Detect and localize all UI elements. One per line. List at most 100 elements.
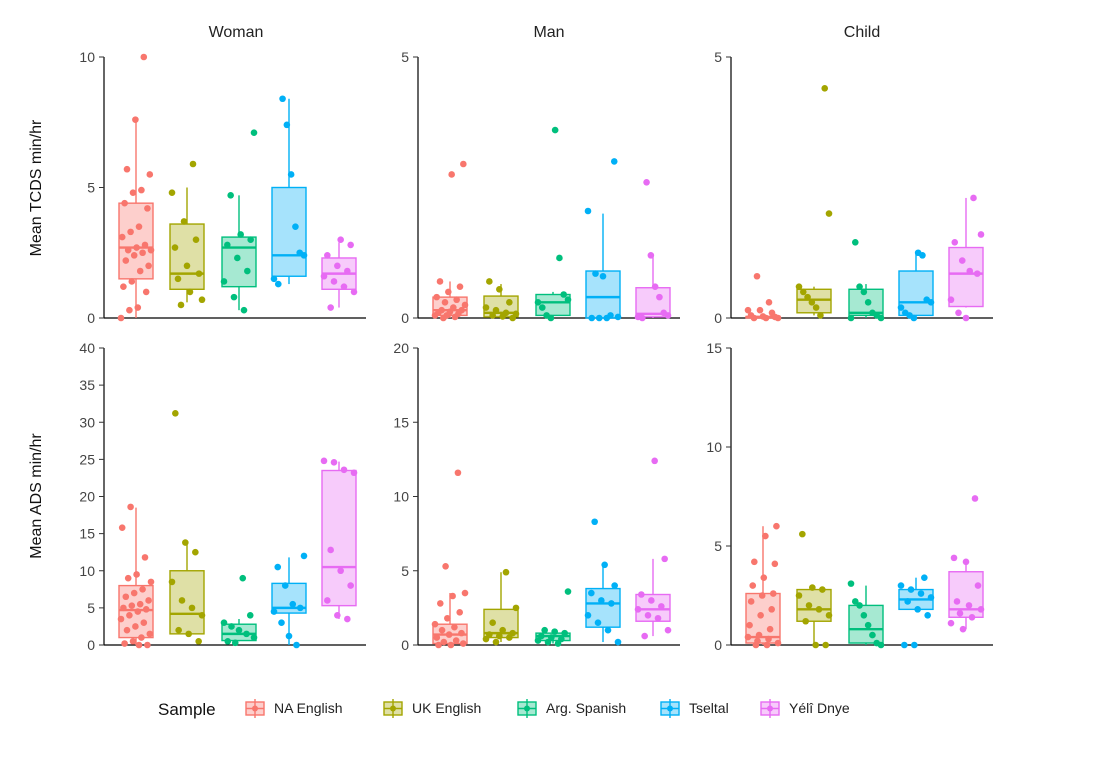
- y-tick-label: 10: [706, 439, 722, 455]
- data-point: [146, 171, 154, 178]
- data-point: [442, 562, 449, 570]
- legend-item-uk-english[interactable]: UK English: [383, 699, 481, 718]
- data-point: [237, 231, 244, 238]
- data-point: [768, 309, 776, 317]
- data-point: [130, 589, 138, 597]
- legend-key-point: [524, 705, 530, 712]
- legend-key-point: [252, 705, 258, 712]
- y-tick-label: 0: [87, 637, 95, 653]
- data-point: [907, 586, 915, 593]
- data-point: [320, 457, 328, 465]
- data-point: [168, 578, 176, 586]
- data-point: [651, 457, 658, 465]
- data-point: [947, 296, 955, 304]
- data-point: [512, 310, 520, 318]
- data-point: [243, 630, 250, 638]
- legend-item-na-english[interactable]: NA English: [245, 699, 342, 718]
- data-point: [174, 275, 182, 283]
- data-point: [921, 574, 928, 581]
- data-point: [860, 288, 868, 296]
- data-point: [175, 626, 182, 634]
- legend-key-tseltal: [660, 699, 680, 718]
- data-point: [769, 590, 777, 597]
- box-arg-spanish: [847, 580, 885, 649]
- data-point: [815, 606, 823, 613]
- data-point: [560, 291, 568, 298]
- y-tick-label: 5: [87, 180, 95, 196]
- data-point: [538, 632, 545, 640]
- y-tick-label: 5: [401, 563, 409, 579]
- y-tick-label: 5: [714, 49, 722, 65]
- data-point: [188, 604, 196, 612]
- legend-label-yeli-dnye: Yélî Dnye: [789, 700, 850, 716]
- data-point: [132, 116, 139, 123]
- data-point: [128, 602, 136, 609]
- data-point: [962, 558, 970, 566]
- data-point: [808, 299, 816, 306]
- data-point: [757, 612, 764, 619]
- data-point: [812, 304, 820, 311]
- data-point: [324, 597, 331, 604]
- data-point: [927, 594, 935, 601]
- data-point: [607, 312, 614, 319]
- data-point: [441, 299, 449, 306]
- data-point: [281, 582, 289, 589]
- data-point: [749, 582, 757, 589]
- data-point: [454, 469, 462, 477]
- data-point: [436, 278, 444, 285]
- data-point: [132, 623, 139, 630]
- data-point: [458, 306, 465, 314]
- data-point: [947, 619, 955, 627]
- data-point: [656, 293, 663, 301]
- strip-title-woman: Woman: [209, 24, 264, 41]
- data-point: [556, 254, 563, 262]
- data-point: [224, 637, 232, 645]
- box-tseltal: [897, 249, 935, 322]
- data-point: [136, 267, 144, 275]
- data-point: [121, 640, 128, 647]
- data-point: [482, 304, 490, 311]
- data-point: [595, 314, 603, 322]
- data-point: [334, 612, 341, 619]
- data-point: [489, 619, 496, 627]
- data-point: [118, 524, 126, 531]
- y-tick-label: 0: [714, 637, 722, 653]
- data-point: [977, 606, 985, 613]
- data-point: [178, 597, 186, 604]
- data-point: [246, 612, 254, 619]
- legend-item-arg-spanish[interactable]: Arg. Spanish: [517, 699, 626, 718]
- data-point: [604, 626, 612, 634]
- data-point: [128, 278, 136, 285]
- data-point: [240, 306, 248, 314]
- box-tseltal: [584, 518, 622, 646]
- box-arg-spanish: [534, 126, 572, 322]
- data-point: [344, 615, 351, 623]
- legend-item-yeli-dnye[interactable]: Yélî Dnye: [760, 699, 850, 718]
- y-tick-label: 20: [393, 340, 409, 356]
- data-point: [610, 158, 618, 165]
- data-point: [180, 218, 188, 225]
- data-point: [496, 632, 503, 640]
- box-yeli-dnye: [947, 495, 985, 633]
- y-tick-label: 10: [393, 489, 409, 505]
- data-point: [966, 267, 974, 275]
- y-tick-label: 15: [706, 340, 722, 356]
- data-point: [198, 612, 206, 619]
- data-point: [538, 304, 546, 311]
- data-point: [923, 296, 931, 304]
- data-point: [914, 249, 922, 257]
- data-point: [802, 617, 809, 625]
- data-point: [502, 309, 510, 317]
- data-point: [754, 637, 761, 645]
- data-point: [588, 589, 595, 597]
- data-point: [147, 578, 155, 586]
- y-tick-label: 10: [79, 563, 95, 579]
- data-point: [141, 554, 149, 561]
- data-point: [279, 95, 286, 103]
- data-point: [965, 602, 973, 609]
- legend-item-tseltal[interactable]: Tseltal: [660, 699, 729, 718]
- data-point: [819, 586, 826, 593]
- data-point: [324, 252, 331, 259]
- data-point: [274, 563, 282, 571]
- y-tick-label: 5: [714, 538, 722, 554]
